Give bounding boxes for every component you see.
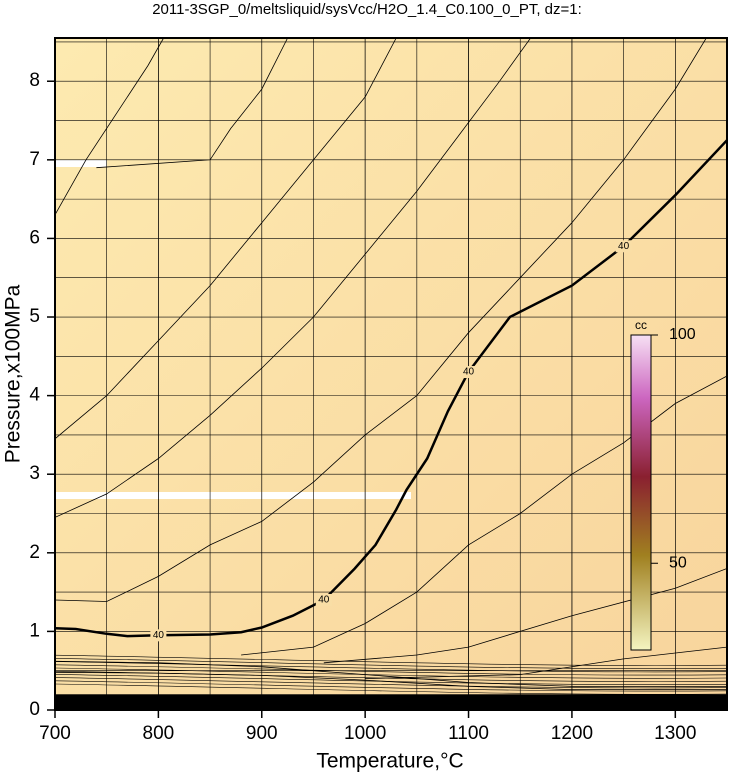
dense-contour (55, 674, 727, 686)
plot-background (55, 38, 727, 710)
contour-line (55, 38, 531, 518)
contour-label-bg (460, 366, 477, 379)
gap-bar (55, 160, 107, 167)
contour-line (55, 38, 707, 602)
x-tick-label: 800 (143, 723, 175, 744)
y-tick-label: 4 (29, 385, 40, 406)
contour-label: 40 (463, 367, 475, 378)
x-tick-label: 900 (246, 723, 278, 744)
y-tick-label: 0 (29, 699, 40, 720)
contour-line (55, 38, 397, 440)
chart-title: 2011-3SGP_0/meltsliquid/sysVcc/H2O_1.4_C… (152, 1, 582, 18)
dense-contour (55, 664, 727, 676)
y-tick-label: 8 (29, 70, 40, 91)
contour-line (55, 38, 164, 215)
contour-line (55, 660, 727, 687)
y-tick-label: 6 (29, 227, 40, 248)
y-tick-label: 3 (29, 463, 40, 484)
x-axis-label: Temperature,°C (316, 750, 463, 773)
dense-contour (55, 667, 727, 679)
contour-line (96, 38, 288, 169)
contour-label: 40 (618, 241, 630, 252)
contour-line (323, 568, 727, 664)
y-tick-label: 1 (29, 620, 40, 641)
colorbar (630, 334, 652, 651)
colorbar-tick-label: 50 (669, 554, 687, 571)
contour-label-bg (315, 593, 332, 606)
y-tick-label: 7 (29, 149, 40, 170)
dense-contour (55, 683, 727, 695)
contour-label: 40 (153, 630, 165, 641)
plot-frame (54, 37, 728, 711)
y-tick-label: 2 (29, 542, 40, 563)
x-tick-label: 1200 (551, 723, 593, 744)
x-tick-label: 700 (39, 723, 71, 744)
colorbar-label: cc (635, 318, 647, 332)
contour-line (55, 139, 727, 638)
contour-label-bg (150, 629, 167, 642)
contour-line (365, 646, 727, 679)
x-tick-label: 1000 (344, 723, 386, 744)
gap-bar (55, 492, 411, 499)
dense-contour (55, 658, 727, 670)
y-axis-label: Pressure,x100MPa (2, 284, 25, 463)
dense-contour (55, 654, 727, 666)
contour-label-bg (615, 240, 632, 253)
x-tick-label: 1300 (654, 723, 696, 744)
y-tick-label: 5 (29, 306, 40, 327)
contour-line (55, 671, 727, 690)
contour-label: 40 (318, 595, 330, 606)
dense-contour (55, 680, 727, 692)
dense-contour (55, 661, 727, 673)
x-tick-label: 1100 (448, 723, 489, 744)
colorbar-tick-label: 100 (669, 326, 696, 343)
dense-contour-band (55, 694, 727, 710)
dense-contour (55, 677, 727, 689)
